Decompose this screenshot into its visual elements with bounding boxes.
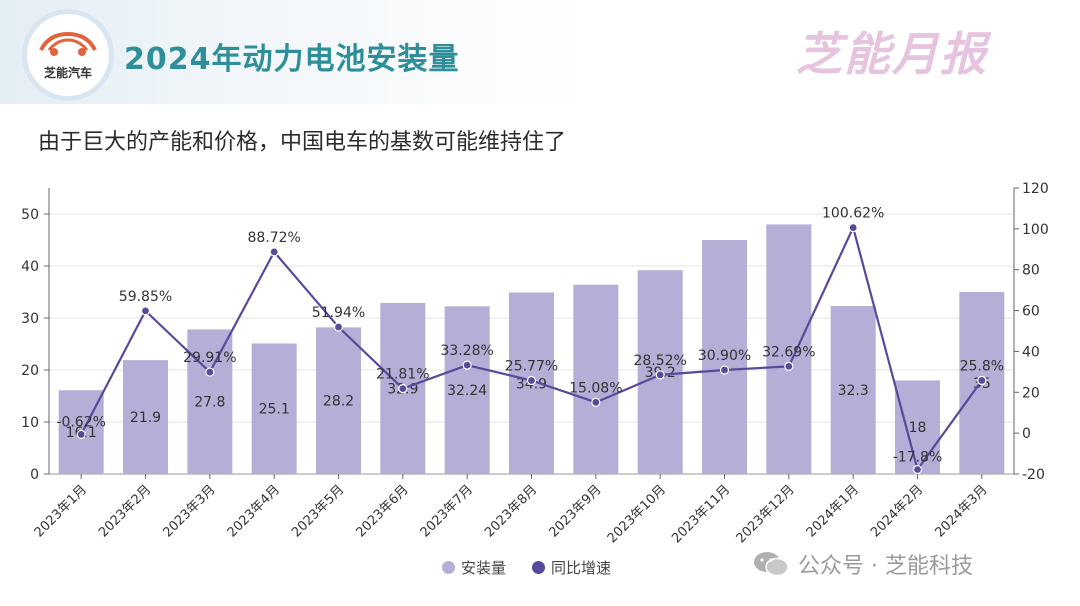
y-right-tick-label: 100 — [1022, 222, 1049, 238]
y-left-tick-label: 50 — [21, 207, 39, 223]
x-tick-label: 2023年11月 — [669, 482, 733, 546]
y-right-tick-label: -20 — [1022, 467, 1045, 483]
bar — [315, 327, 362, 474]
bar-value-label: 32.3 — [838, 383, 869, 399]
growth-point — [462, 360, 472, 370]
y-right-tick-label: 80 — [1022, 263, 1040, 279]
y-left-tick-label: 10 — [21, 415, 39, 431]
bar — [444, 306, 490, 474]
growth-value-label: 100.62% — [822, 206, 884, 222]
header-bar — [0, 0, 1080, 104]
bar — [573, 284, 619, 474]
growth-value-label: -0.62% — [56, 414, 106, 430]
growth-value-label: 32.69% — [762, 344, 815, 360]
bar-value-label: 28.2 — [323, 394, 354, 410]
growth-point — [655, 370, 665, 380]
bar — [187, 329, 233, 474]
chart-subtitle: 由于巨大的产能和价格，中国电车的基数可能维持住了 — [38, 130, 567, 155]
wechat-icon — [754, 552, 789, 577]
growth-value-label: 88.72% — [247, 230, 300, 246]
brand-title: 芝能月报 — [796, 27, 988, 81]
growth-value-label: 25.77% — [505, 358, 558, 374]
growth-point — [140, 306, 151, 316]
growth-value-label: -17.8% — [893, 450, 943, 466]
x-tick-label: 2023年2月 — [96, 482, 154, 540]
bar-value-label: 25.1 — [259, 402, 290, 418]
y-right-tick-label: 120 — [1022, 181, 1049, 197]
growth-value-label: 25.8% — [960, 358, 1004, 374]
logo-text: 芝能汽车 — [43, 66, 92, 80]
x-tick-label: 2023年10月 — [605, 482, 669, 546]
bar — [766, 224, 812, 474]
growth-point — [912, 464, 923, 475]
x-tick-label: 2023年5月 — [289, 482, 347, 540]
bar-value-label: 21.9 — [130, 410, 161, 426]
x-tick-label: 2024年3月 — [932, 482, 990, 540]
x-tick-label: 2024年1月 — [804, 482, 862, 540]
page-title: 2024年动力电池安装量 — [124, 42, 460, 77]
y-left-tick-label: 40 — [21, 259, 39, 275]
brand-logo: 芝能汽车 — [27, 14, 109, 96]
x-tick-label: 2023年9月 — [546, 482, 604, 540]
legend-item-bar[interactable]: 安装量 — [442, 557, 506, 578]
growth-point — [784, 361, 794, 371]
growth-value-label: 21.81% — [376, 367, 429, 383]
watermark-text: 公众号 · 芝能科技 — [798, 554, 973, 579]
growth-point — [333, 322, 344, 332]
x-tick-label: 2023年3月 — [160, 482, 218, 540]
growth-value-label: 33.28% — [440, 343, 493, 359]
growth-value-label: 30.90% — [698, 348, 751, 364]
bar — [251, 343, 297, 474]
growth-value-label: 29.91% — [183, 350, 236, 366]
growth-point — [526, 375, 537, 386]
growth-value-label: 51.94% — [312, 305, 365, 321]
bar — [830, 306, 876, 474]
growth-point — [76, 429, 86, 440]
growth-value-label: 59.85% — [119, 289, 172, 305]
growth-point — [848, 222, 858, 233]
bar-value-label: 32.24 — [447, 383, 487, 399]
growth-point — [977, 375, 987, 386]
growth-value-label: 15.08% — [569, 380, 622, 396]
chart-legend: 安装量 同比增速 — [442, 557, 637, 578]
bar — [122, 360, 169, 474]
growth-point — [591, 397, 601, 407]
legend-item-line[interactable]: 同比增速 — [532, 557, 611, 578]
x-tick-label: 2023年4月 — [225, 482, 283, 540]
y-right-tick-label: 40 — [1022, 344, 1040, 360]
growth-point — [719, 365, 730, 375]
y-left-tick-label: 0 — [30, 467, 39, 483]
bar-value-label: 18 — [909, 420, 927, 436]
x-tick-label: 2023年8月 — [482, 482, 540, 540]
growth-value-label: 28.52% — [633, 353, 686, 369]
y-right-tick-label: 20 — [1022, 385, 1040, 401]
y-left-tick-label: 20 — [21, 363, 39, 379]
x-tick-label: 2023年7月 — [418, 482, 476, 540]
growth-point — [398, 383, 408, 394]
bar — [894, 380, 941, 474]
y-left-tick-label: 30 — [21, 311, 39, 327]
bar-value-label: 27.8 — [194, 395, 225, 411]
growth-point — [269, 247, 279, 257]
wechat-watermark: 公众号 · 芝能科技 — [752, 548, 973, 580]
legend-bar-label: 安装量 — [461, 559, 507, 577]
car-logo-icon — [39, 31, 97, 56]
bar — [701, 240, 748, 474]
y-right-tick-label: 0 — [1022, 426, 1031, 442]
legend-line-swatch — [532, 561, 546, 574]
legend-bar-swatch — [442, 561, 455, 574]
x-tick-label: 2023年1月 — [32, 482, 90, 540]
x-tick-label: 2024年2月 — [868, 482, 926, 540]
legend-line-label: 同比增速 — [551, 559, 612, 577]
x-tick-label: 2023年6月 — [353, 482, 411, 540]
y-right-tick-label: 60 — [1022, 304, 1040, 320]
growth-point — [205, 367, 215, 377]
x-tick-label: 2023年12月 — [734, 482, 798, 546]
